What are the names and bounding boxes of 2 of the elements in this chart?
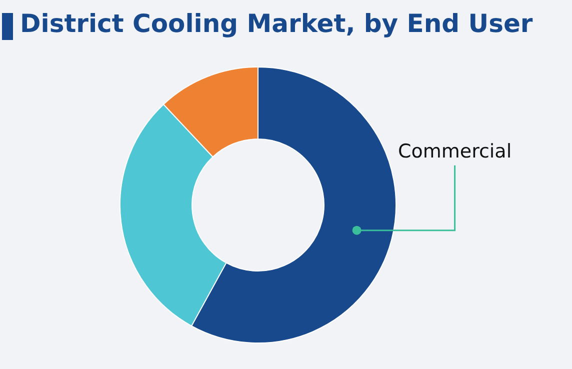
slice-label: Commercial bbox=[398, 140, 512, 162]
chart-title: District Cooling Market, by End User bbox=[20, 9, 533, 38]
